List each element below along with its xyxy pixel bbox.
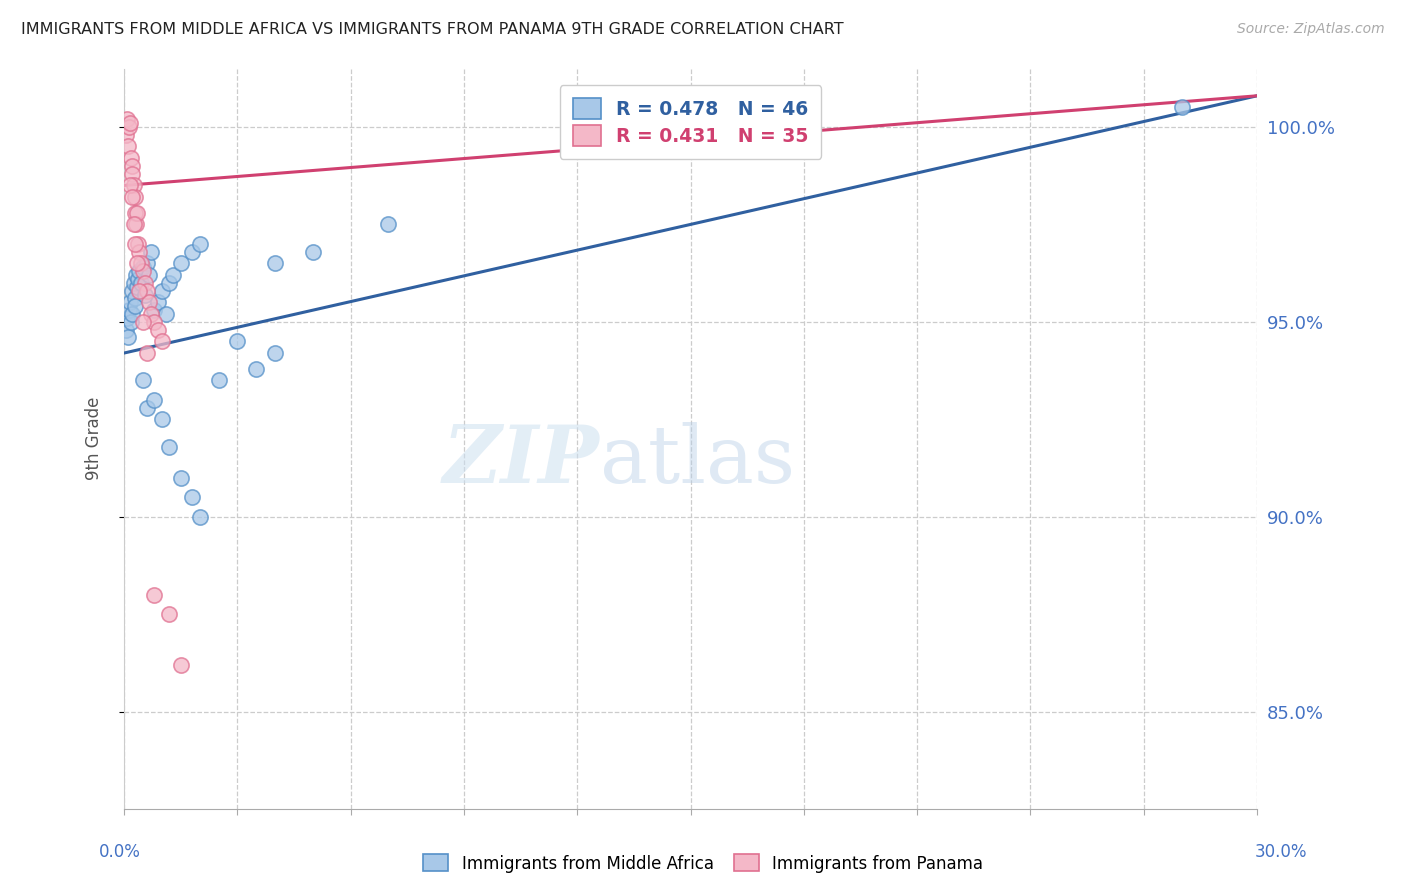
Point (188, 236, 211, 251)
Point (132, 264, 155, 278)
Text: Source: ZipAtlas.com: Source: ZipAtlas.com (1237, 22, 1385, 37)
Point (150, 284, 173, 298)
Point (124, 292, 146, 306)
Point (135, 346, 157, 360)
Point (128, 264, 150, 278)
Legend: R = 0.478   N = 46, R = 0.431   N = 35: R = 0.478 N = 46, R = 0.431 N = 35 (560, 86, 821, 159)
Point (115, 310, 138, 325)
Point (122, 276, 145, 290)
Legend: Immigrants from Middle Africa, Immigrants from Panama: Immigrants from Middle Africa, Immigrant… (416, 847, 990, 880)
Point (226, 334, 249, 349)
Point (121, 159, 143, 173)
Point (132, 373, 155, 387)
Text: atlas: atlas (600, 422, 794, 500)
Point (264, 256, 287, 270)
Point (127, 256, 149, 270)
Point (121, 284, 143, 298)
Point (146, 295, 169, 310)
Text: ZIP: ZIP (443, 422, 600, 500)
Point (129, 256, 152, 270)
Point (146, 323, 169, 337)
Point (264, 346, 287, 360)
Point (302, 244, 325, 259)
Point (138, 295, 160, 310)
Point (134, 276, 156, 290)
Y-axis label: 9th Grade: 9th Grade (86, 397, 103, 481)
Point (127, 205, 149, 219)
Point (125, 218, 148, 232)
Point (124, 236, 146, 251)
Point (127, 272, 149, 286)
Point (135, 256, 157, 270)
Point (170, 256, 193, 270)
Point (118, 178, 141, 193)
Point (121, 167, 143, 181)
Point (129, 276, 152, 290)
Point (132, 315, 155, 329)
Point (159, 276, 181, 290)
Point (117, 330, 139, 344)
Text: 0.0%: 0.0% (98, 843, 141, 861)
Point (150, 412, 173, 426)
Point (139, 307, 162, 321)
Point (127, 279, 149, 293)
Point (120, 151, 142, 165)
Point (121, 307, 143, 321)
Point (170, 471, 193, 485)
Point (162, 268, 184, 282)
Point (138, 268, 160, 282)
Point (1170, 101, 1192, 115)
Point (115, 128, 138, 142)
Text: IMMIGRANTS FROM MIDDLE AFRICA VS IMMIGRANTS FROM PANAMA 9TH GRADE CORRELATION CH: IMMIGRANTS FROM MIDDLE AFRICA VS IMMIGRA… (21, 22, 844, 37)
Point (143, 315, 166, 329)
Point (122, 178, 145, 193)
Point (135, 401, 157, 415)
Text: 30.0%: 30.0% (1256, 843, 1308, 861)
Point (181, 244, 204, 259)
Point (124, 205, 146, 219)
Point (245, 361, 267, 376)
Point (150, 334, 173, 349)
Point (125, 268, 148, 282)
Point (135, 284, 157, 298)
Point (181, 490, 204, 504)
Point (143, 392, 166, 407)
Point (118, 120, 141, 134)
Point (117, 139, 139, 153)
Point (170, 657, 193, 672)
Point (120, 315, 142, 329)
Point (377, 218, 399, 232)
Point (118, 116, 141, 130)
Point (132, 260, 155, 275)
Point (115, 323, 138, 337)
Point (118, 295, 141, 310)
Point (118, 303, 141, 318)
Point (155, 307, 177, 321)
Point (139, 244, 162, 259)
Point (122, 218, 145, 232)
Point (207, 373, 229, 387)
Point (127, 236, 149, 251)
Point (128, 244, 150, 259)
Point (143, 588, 166, 602)
Point (121, 190, 143, 204)
Point (143, 303, 166, 318)
Point (124, 190, 146, 204)
Point (134, 287, 156, 301)
Point (188, 509, 211, 524)
Point (124, 299, 146, 313)
Point (128, 284, 150, 298)
Point (159, 440, 181, 454)
Point (159, 607, 181, 621)
Point (115, 112, 138, 127)
